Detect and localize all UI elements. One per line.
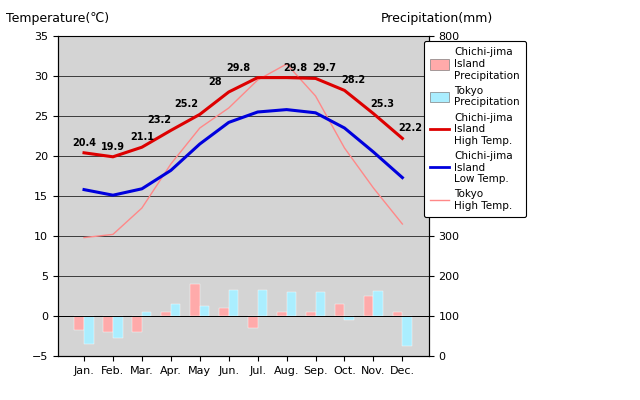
Bar: [171, 304, 180, 316]
Bar: [228, 290, 238, 316]
Bar: [373, 291, 383, 316]
Text: 20.4: 20.4: [72, 138, 96, 148]
Bar: [132, 316, 142, 332]
Bar: [335, 304, 344, 316]
Bar: [113, 316, 122, 338]
Text: 25.2: 25.2: [174, 100, 198, 110]
Bar: [287, 292, 296, 316]
Text: 28.2: 28.2: [340, 76, 365, 86]
Text: Precipitation(mm): Precipitation(mm): [381, 12, 493, 25]
Bar: [258, 290, 268, 316]
Text: Temperature(℃): Temperature(℃): [6, 12, 109, 25]
Text: 25.3: 25.3: [370, 99, 394, 109]
Bar: [104, 316, 113, 332]
Legend: Chichi-jima
Island
Precipitation, Tokyo
Precipitation, Chichi-jima
Island
High T: Chichi-jima Island Precipitation, Tokyo …: [424, 41, 526, 217]
Text: 29.8: 29.8: [283, 63, 307, 73]
Bar: [74, 316, 84, 330]
Text: 22.2: 22.2: [399, 124, 422, 134]
Text: 21.1: 21.1: [130, 132, 154, 142]
Bar: [200, 306, 209, 316]
Text: 29.7: 29.7: [312, 64, 336, 74]
Bar: [84, 316, 93, 344]
Bar: [142, 312, 152, 316]
Bar: [248, 316, 258, 328]
Bar: [306, 312, 316, 316]
Text: 29.8: 29.8: [226, 63, 250, 73]
Bar: [403, 316, 412, 346]
Bar: [393, 312, 403, 316]
Text: 19.9: 19.9: [101, 142, 125, 152]
Bar: [344, 316, 354, 320]
Text: 28: 28: [208, 77, 221, 87]
Bar: [161, 312, 171, 316]
Bar: [190, 284, 200, 316]
Text: 23.2: 23.2: [148, 116, 172, 126]
Bar: [277, 312, 287, 316]
Bar: [364, 296, 373, 316]
Bar: [316, 292, 325, 316]
Bar: [219, 308, 228, 316]
